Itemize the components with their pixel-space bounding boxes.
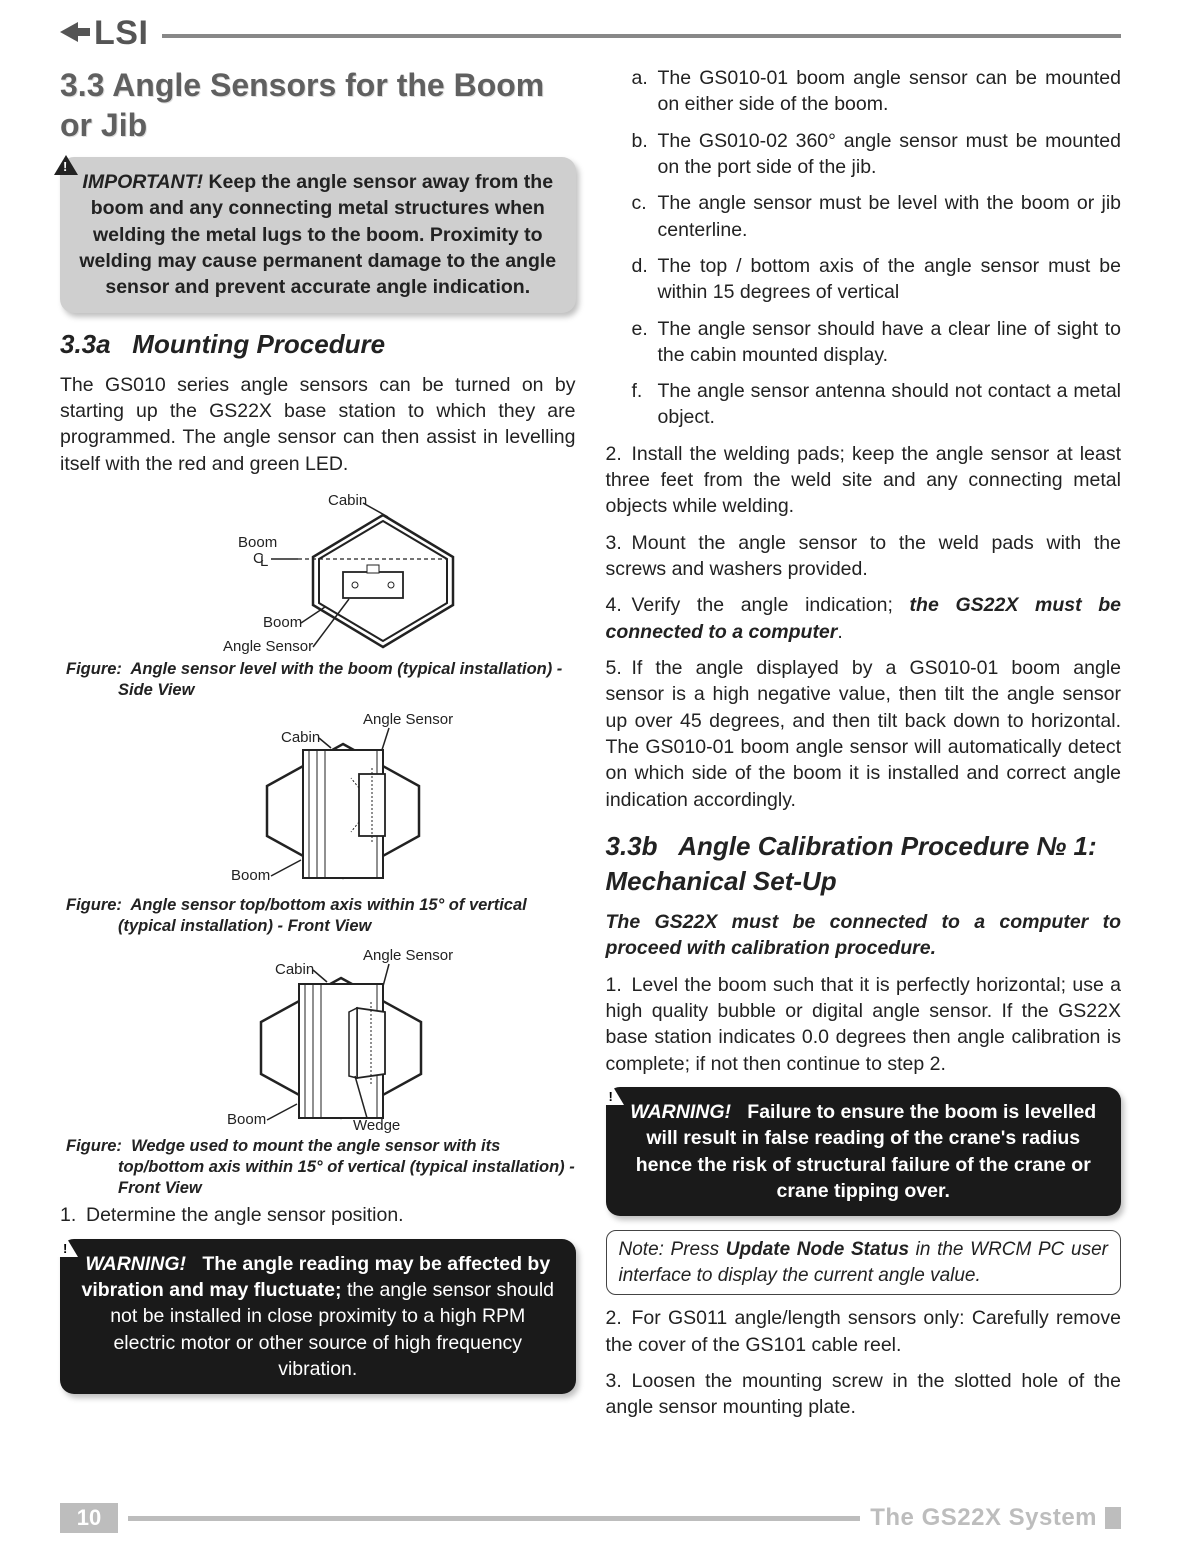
fig2-boom-label: Boom — [231, 867, 270, 884]
content-columns: 3.3 Angle Sensors for the Boom or Jib IM… — [0, 63, 1181, 1471]
sub-b-lead: The GS22X must be connected to a compute… — [606, 909, 1122, 962]
sub-b-step-2-text: For GS011 angle/length sensors only: Car… — [606, 1307, 1122, 1355]
alpha-f-text: The angle sensor antenna should not cont… — [658, 380, 1122, 428]
important-callout: IMPORTANT! Keep the angle sensor away fr… — [60, 157, 576, 313]
page: LSI 3.3 Angle Sensors for the Boom or Ji… — [0, 0, 1181, 1553]
right-step-3: 3.Mount the angle sensor to the weld pad… — [606, 530, 1122, 583]
footer-divider — [128, 1516, 860, 1521]
top-divider — [162, 34, 1121, 38]
fig1-caption: Figure: Angle sensor level with the boom… — [112, 659, 576, 700]
fig1-boom-cl-label: Boom — [238, 534, 277, 551]
fig2-caption: Figure: Angle sensor top/bottom axis wit… — [112, 895, 576, 936]
alert-icon — [600, 1083, 624, 1113]
sub-b-title: Angle Calibration Procedure № 1: Mechani… — [606, 831, 1097, 896]
right-step-3-text: Mount the angle sensor to the weld pads … — [606, 532, 1122, 580]
right-step-5-text: If the angle displayed by a GS010-01 boo… — [606, 657, 1122, 811]
figure-side-view: Cabin Boom C L Boom — [60, 487, 576, 700]
subheading-3-3b: 3.3b Angle Calibration Procedure № 1: Me… — [606, 829, 1122, 899]
sub-b-step-3: 3.Loosen the mounting screw in the slott… — [606, 1368, 1122, 1421]
right-step-2-text: Install the welding pads; keep the angle… — [606, 443, 1122, 518]
section-number: 3.3 — [60, 67, 104, 103]
fig3-prefix: Figure: — [66, 1137, 122, 1155]
fig2-text: Angle sensor top/bottom axis within 15° … — [118, 896, 527, 935]
sub-b-step-2: 2.For GS011 angle/length sensors only: C… — [606, 1305, 1122, 1358]
fig3-caption: Figure: Wedge used to mount the angle se… — [112, 1136, 576, 1198]
right-step-5: 5.If the angle displayed by a GS010-01 b… — [606, 655, 1122, 813]
warning-level-label: WARNING! — [630, 1101, 731, 1123]
sub-a-num: 3.3a — [60, 329, 111, 359]
right-column: a.The GS010-01 boom angle sensor can be … — [606, 65, 1122, 1431]
subheading-3-3a: 3.3a Mounting Procedure — [60, 327, 576, 362]
sub-b-list: 1.Level the boom such that it is perfect… — [606, 972, 1122, 1077]
brand-logo: LSI — [60, 14, 148, 53]
left-step-1: 1.Determine the angle sensor position. — [60, 1202, 576, 1228]
warning-vib-label: WARNING! — [85, 1253, 186, 1275]
fig1-text: Angle sensor level with the boom (typica… — [118, 660, 562, 699]
left-step-1-text: Determine the angle sensor position. — [86, 1204, 404, 1226]
section-heading: 3.3 Angle Sensors for the Boom or Jib — [60, 65, 576, 145]
fig1-prefix: Figure: — [66, 660, 122, 678]
footer-title: The GS22X System — [870, 1504, 1097, 1532]
section-title-text: Angle Sensors for the Boom or Jib — [60, 67, 544, 143]
right-step-4: 4.Verify the angle indication; the GS22X… — [606, 592, 1122, 645]
note-box: Note: Press Update Node Status in the WR… — [606, 1230, 1122, 1295]
sub-a-intro: The GS010 series angle sensors can be tu… — [60, 372, 576, 477]
alert-icon — [54, 153, 78, 183]
sub-b-step-1: 1.Level the boom such that it is perfect… — [606, 972, 1122, 1077]
logo-text: LSI — [94, 14, 148, 53]
note-bold: Update Node Status — [726, 1239, 909, 1260]
figure-wedge: Angle Sensor Cabin Boom Wedge — [60, 944, 576, 1198]
sub-b-num: 3.3b — [606, 831, 658, 861]
warning-level: WARNING! Failure to ensure the boom is l… — [606, 1087, 1122, 1216]
warning-vibration: WARNING! The angle reading may be affect… — [60, 1239, 576, 1395]
figure-front-view: Angle Sensor Cabin Boom — [60, 708, 576, 936]
diagram-side-view: Cabin Boom C L Boom — [108, 487, 528, 657]
fig3-boom-label: Boom — [227, 1111, 266, 1128]
left-ordered-list: 1.Determine the angle sensor position. — [60, 1202, 576, 1228]
fig3-wedge-label: Wedge — [353, 1117, 400, 1134]
right-step-2: 2.Install the welding pads; keep the ang… — [606, 441, 1122, 520]
sub-a-title: Mounting Procedure — [132, 329, 385, 359]
alpha-c: c.The angle sensor must be level with th… — [632, 190, 1122, 243]
sub-b-list-2: 2.For GS011 angle/length sensors only: C… — [606, 1305, 1122, 1420]
fig2-cabin-label: Cabin — [281, 729, 320, 746]
alpha-f: f.The angle sensor antenna should not co… — [632, 378, 1122, 431]
right-step-4-pre: Verify the angle indication; — [632, 594, 910, 616]
fig3-cabin-label: Cabin — [275, 961, 314, 978]
sub-b-lead-text: The GS22X must be connected to a compute… — [606, 911, 1122, 959]
alert-icon — [54, 1235, 78, 1265]
sub-b-step-1-text: Level the boom such that it is perfectly… — [606, 974, 1122, 1075]
fig2-prefix: Figure: — [66, 896, 122, 914]
top-header: LSI — [0, 0, 1181, 63]
alpha-d-text: The top / bottom axis of the angle senso… — [658, 255, 1122, 303]
fig1-l-label: L — [260, 553, 268, 570]
important-label: IMPORTANT! — [82, 171, 203, 193]
alpha-list: a.The GS010-01 boom angle sensor can be … — [606, 65, 1122, 431]
note-pre: Note: Press — [619, 1239, 726, 1260]
left-column: 3.3 Angle Sensors for the Boom or Jib IM… — [60, 65, 576, 1431]
footer-tab-icon — [1105, 1507, 1121, 1529]
alpha-a: a.The GS010-01 boom angle sensor can be … — [632, 65, 1122, 118]
fig3-text: Wedge used to mount the angle sensor wit… — [118, 1137, 575, 1196]
fig3-anglesensor-label: Angle Sensor — [363, 947, 453, 964]
page-number: 10 — [60, 1503, 118, 1533]
sub-b-step-3-text: Loosen the mounting screw in the slotted… — [606, 1370, 1122, 1418]
alpha-d: d.The top / bottom axis of the angle sen… — [632, 253, 1122, 306]
footer-bar: 10 The GS22X System — [60, 1503, 1121, 1533]
fig1-anglesensor-label: Angle Sensor — [223, 638, 313, 655]
fig1-cabin-label: Cabin — [328, 492, 367, 509]
alpha-c-text: The angle sensor must be level with the … — [658, 192, 1122, 240]
alpha-a-text: The GS010-01 boom angle sensor can be mo… — [658, 67, 1122, 115]
alpha-b: b.The GS010-02 360° angle sensor must be… — [632, 128, 1122, 181]
alpha-e: e.The angle sensor should have a clear l… — [632, 316, 1122, 369]
fig1-boom-label: Boom — [263, 614, 302, 631]
fig2-anglesensor-label: Angle Sensor — [363, 711, 453, 728]
alpha-b-text: The GS010-02 360° angle sensor must be m… — [658, 130, 1122, 178]
logo-arrow-icon — [60, 14, 90, 53]
diagram-wedge: Angle Sensor Cabin Boom Wedge — [108, 944, 528, 1134]
diagram-front-view: Angle Sensor Cabin Boom — [108, 708, 528, 893]
right-step-4-post: . — [837, 621, 842, 643]
alpha-e-text: The angle sensor should have a clear lin… — [658, 318, 1122, 366]
right-num-list: 2.Install the welding pads; keep the ang… — [606, 441, 1122, 813]
